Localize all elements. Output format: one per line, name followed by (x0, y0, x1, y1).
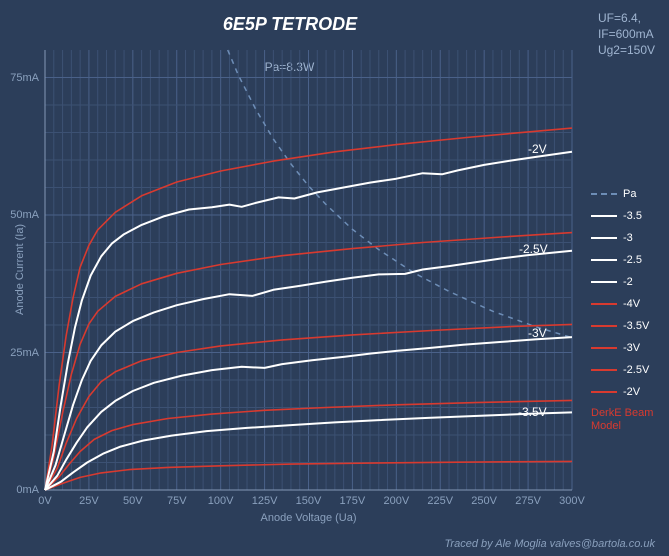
curve-label: -2V (528, 142, 547, 156)
axis-tick: 25mA (10, 347, 39, 359)
axis-tick: 0mA (16, 484, 39, 496)
axis-tick: 200V (383, 495, 409, 507)
axis-tick: 250V (471, 495, 497, 507)
axis-tick: 50mA (10, 209, 39, 221)
axis-tick: 100V (208, 495, 234, 507)
axis-tick: 75V (167, 495, 187, 507)
axis-tick: 75mA (10, 72, 39, 84)
curve-label: -3.5V (518, 405, 547, 419)
axis-tick: 300V (559, 495, 585, 507)
axis-tick: 150V (296, 495, 322, 507)
plot-svg (0, 0, 669, 556)
axis-tick: 275V (515, 495, 541, 507)
axis-tick: 50V (123, 495, 143, 507)
axis-tick: 125V (252, 495, 278, 507)
curve-label: -3V (528, 326, 547, 340)
axis-tick: 175V (340, 495, 366, 507)
axis-tick: 25V (79, 495, 99, 507)
curve-label: -2.5V (519, 242, 548, 256)
axis-tick: 225V (427, 495, 453, 507)
axis-tick: 0V (38, 495, 51, 507)
